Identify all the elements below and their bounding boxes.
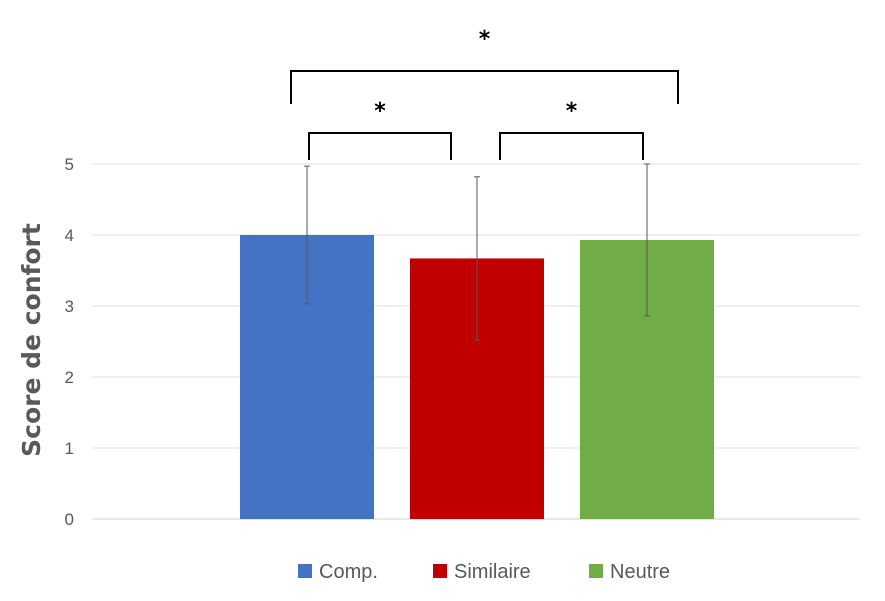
legend-item: Neutre [589, 561, 670, 583]
y-tick-label: 4 [65, 226, 74, 245]
y-tick-label: 2 [65, 368, 74, 387]
legend-label: Neutre [610, 561, 670, 583]
y-tick-label: 1 [65, 439, 74, 458]
y-tick-label: 0 [65, 510, 74, 529]
error-bar [644, 163, 650, 317]
significance-marker: * [566, 99, 578, 124]
legend-swatch [433, 564, 447, 578]
legend-item: Comp. [298, 561, 378, 583]
legend: Comp. Similaire Neutre [298, 561, 670, 583]
y-axis-label: Score de confort [17, 223, 46, 457]
significance-bracket: * [290, 27, 679, 104]
legend-item: Similaire [433, 561, 531, 583]
significance-marker: * [374, 99, 386, 124]
error-bar [304, 165, 310, 305]
y-tick-label: 5 [65, 155, 74, 174]
significance-bracket: * [308, 99, 452, 160]
legend-label: Comp. [319, 561, 378, 583]
legend-label: Similaire [454, 561, 531, 583]
legend-swatch [298, 564, 312, 578]
legend-swatch [589, 564, 603, 578]
significance-brackets: * * * [290, 27, 679, 160]
error-bar [474, 176, 480, 341]
significance-bracket: * [499, 99, 644, 160]
y-tick-label: 3 [65, 297, 74, 316]
error-bars [304, 163, 650, 341]
significance-marker: * [479, 27, 491, 52]
y-axis-ticks: 0 1 2 3 4 5 [65, 155, 74, 529]
